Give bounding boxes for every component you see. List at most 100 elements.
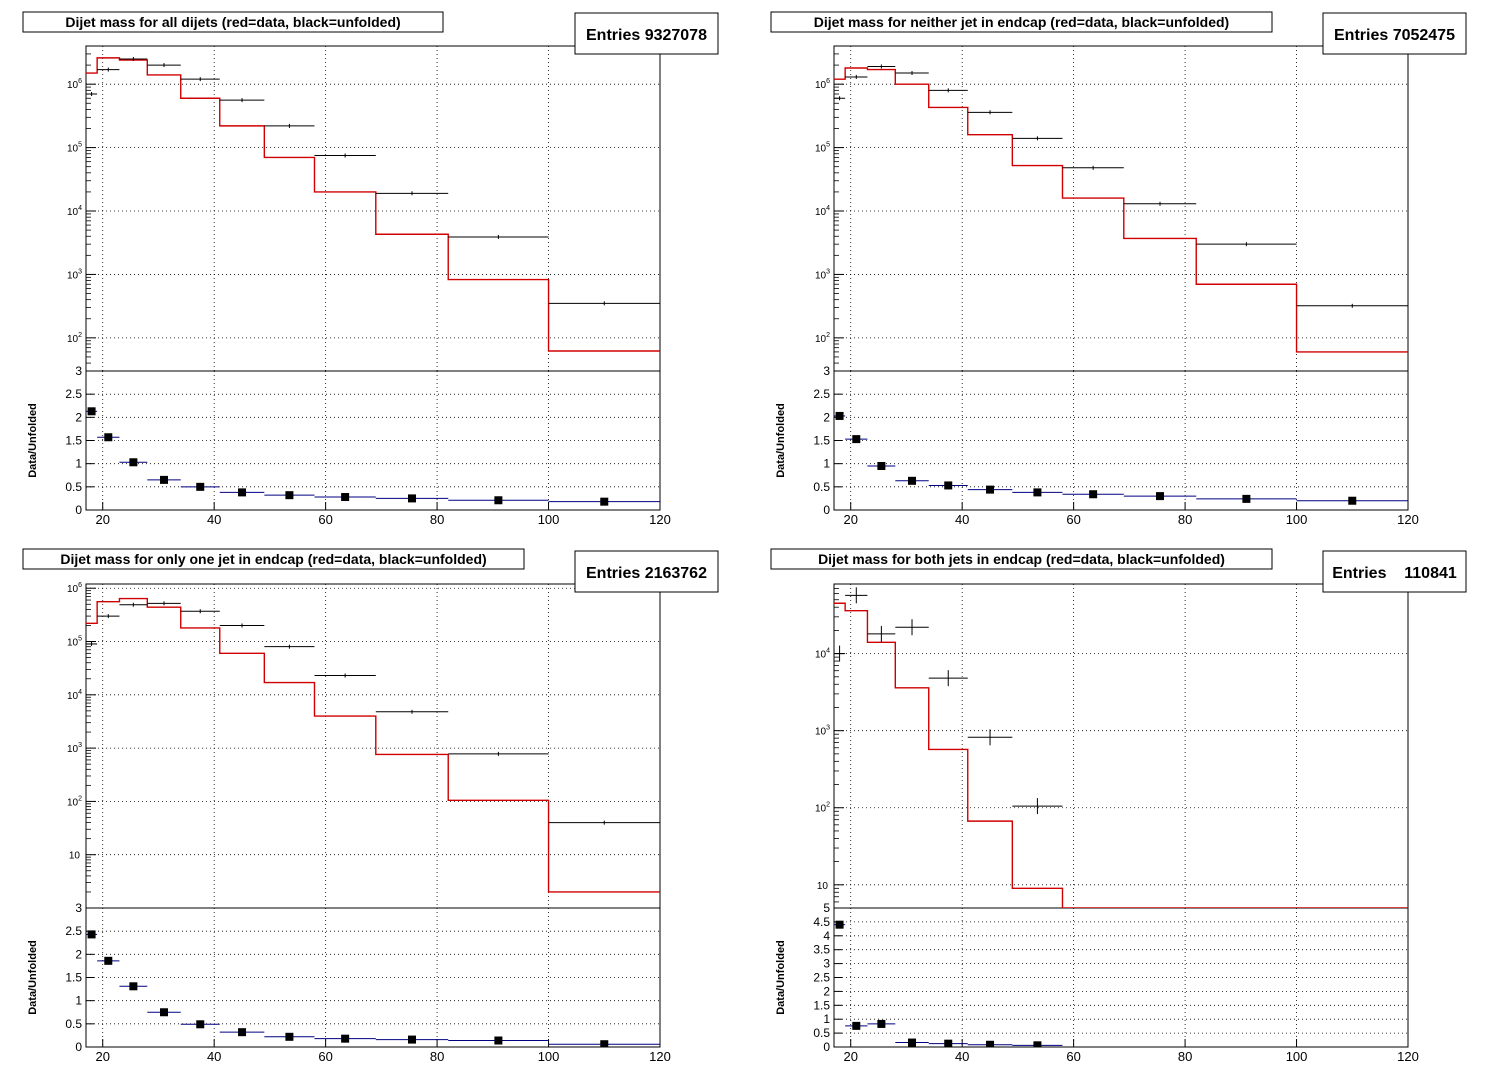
ratio-tick-label: 1 (823, 457, 830, 471)
unfolded-point (219, 98, 265, 103)
ratio-point (97, 956, 120, 965)
unfolded-point (1296, 303, 1408, 308)
ratio-marker (986, 1040, 995, 1047)
y-tick-label: 105 (67, 636, 82, 649)
ratio-marker (1033, 488, 1042, 497)
ratio-marker (104, 433, 113, 442)
ratio-marker (600, 1040, 609, 1047)
unfolded-point (548, 301, 660, 306)
x-tick-label: 80 (430, 1049, 444, 1064)
ratio-marker (408, 1035, 417, 1044)
ratio-point (867, 1019, 896, 1028)
ratio-tick-label: 0 (75, 503, 82, 517)
unfolded-point (147, 601, 181, 606)
x-tick-label: 40 (207, 512, 221, 527)
ratio-marker (1156, 492, 1165, 501)
ratio-marker (238, 1028, 247, 1037)
unfolded-point (448, 234, 549, 239)
ratio-point (314, 493, 376, 502)
unfolded-point (264, 123, 315, 128)
ratio-point (119, 982, 148, 991)
title-box (22, 548, 525, 570)
unfolded-point (314, 673, 376, 678)
ratio-tick-label: 0 (75, 1040, 82, 1054)
ratio-point (1296, 496, 1408, 505)
ratio-point (967, 1040, 1013, 1047)
stats-box (574, 12, 719, 55)
ratio-tick-label: 1.5 (813, 434, 830, 448)
ratio-marker (408, 494, 417, 503)
x-tick-label: 100 (1286, 1049, 1308, 1064)
ratio-marker (1348, 496, 1357, 505)
unfolded-point (1062, 165, 1124, 170)
ratio-marker (341, 493, 350, 502)
ratio-point (97, 433, 120, 442)
ratio-tick-label: 2.5 (813, 387, 830, 401)
unfolded-point (867, 625, 896, 642)
stats-box (574, 550, 719, 593)
ratio-marker (908, 1038, 917, 1047)
data-histogram (834, 67, 1408, 353)
ratio-y-axis-label: Data/Unfolded (27, 940, 39, 1015)
unfolded-point (548, 820, 660, 825)
ratio-point (1123, 492, 1197, 501)
unfolded-point (845, 74, 868, 79)
ratio-tick-label: 0.5 (813, 1026, 830, 1040)
ratio-point (834, 411, 846, 420)
y-tick-label: 104 (67, 205, 82, 218)
ratio-tick-label: 3 (75, 364, 82, 378)
ratio-tick-label: 2.5 (813, 971, 830, 985)
ratio-tick-label: 2.5 (65, 924, 82, 938)
ratio-point (928, 481, 968, 490)
title-box (22, 11, 444, 33)
ratio-marker (341, 1034, 350, 1043)
x-tick-label: 80 (1178, 1049, 1192, 1064)
x-tick-label: 120 (649, 512, 671, 527)
unfolded-point (928, 88, 968, 93)
ratio-point (219, 488, 265, 497)
y-tick-label: 102 (815, 332, 830, 345)
y-tick-label: 102 (815, 802, 830, 815)
stats-entries: Entries 7052475 (1334, 27, 1455, 44)
ratio-tick-label: 2 (75, 947, 82, 961)
unfolded-point (264, 644, 315, 649)
ratio-y-axis-label: Data/Unfolded (775, 940, 787, 1015)
ratio-tick-label: 4.5 (813, 915, 830, 929)
x-tick-label: 100 (1286, 512, 1308, 527)
x-tick-label: 60 (318, 1049, 332, 1064)
ratio-point (845, 1021, 868, 1030)
ratio-point (86, 930, 98, 939)
ratio-tick-label: 0.5 (65, 1017, 82, 1031)
ratio-marker (944, 481, 953, 490)
ratio-point (1012, 1041, 1063, 1047)
ratio-marker (494, 1036, 503, 1045)
unfolded-point (895, 619, 929, 636)
panel-4: 20 40 60 80 100 120 10 102 103 104 5 00.511.522.533… (770, 548, 1467, 1064)
ratio-marker (285, 491, 294, 500)
ratio-y-axis-label: Data/Unfolded (27, 403, 39, 478)
chart-title: Dijet mass for only one jet in endcap (r… (60, 551, 486, 567)
unfolded-point (97, 614, 120, 619)
ratio-marker (87, 407, 96, 416)
y-tick-label: 10 (817, 881, 829, 892)
ratio-tick-label: 2 (75, 410, 82, 424)
ratio-point (264, 1032, 315, 1041)
title-box (770, 11, 1273, 33)
ratio-point (1012, 488, 1063, 497)
panel-3: 20 40 60 80 100 120 10 102 103 104 105 106 0 0.5 1 1.5 2… (22, 548, 719, 1064)
ratio-point (180, 1020, 220, 1029)
x-tick-label: 20 (95, 1049, 109, 1064)
x-tick-label: 120 (649, 1049, 671, 1064)
ratio-marker (835, 411, 844, 420)
unfolded-point (86, 92, 98, 97)
ratio-marker (1089, 490, 1098, 499)
ratio-marker (104, 956, 113, 965)
ratio-marker (196, 1020, 205, 1029)
unfolded-point (834, 96, 846, 101)
ratio-marker (494, 496, 503, 505)
ratio-marker (87, 930, 96, 939)
unfolded-point (928, 670, 968, 687)
unfolded-point (375, 191, 449, 196)
ratio-point (119, 458, 148, 467)
